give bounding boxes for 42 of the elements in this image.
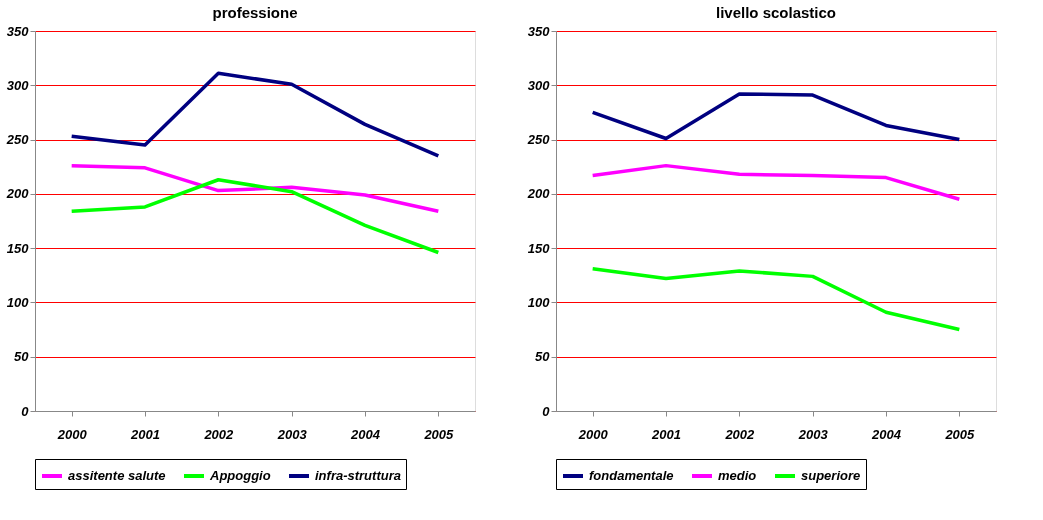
x-tick-label: 2000 (56, 426, 88, 442)
line-series (69, 177, 441, 255)
y-tick-label: 300 (527, 77, 551, 93)
y-tick-label: 350 (527, 23, 551, 39)
line-series (590, 92, 962, 142)
y-tick-label: 150 (527, 240, 551, 256)
chart-title: professione (212, 4, 298, 21)
chart-title: livello scolastico (715, 4, 837, 21)
line-series (590, 267, 962, 332)
x-tick-label: 2002 (203, 426, 235, 442)
y-tick-label: 250 (5, 132, 30, 148)
y-tick-label: 200 (5, 186, 30, 202)
x-tick-label: 2000 (577, 426, 609, 442)
legend-label: infra-struttura (315, 468, 401, 483)
y-tick-label: 200 (526, 186, 551, 202)
y-tick-label: 250 (526, 132, 551, 148)
line-series (69, 163, 441, 213)
y-tick-label: 300 (6, 77, 30, 93)
x-tick-label: 2003 (276, 426, 308, 442)
x-tick-label: 2003 (797, 426, 829, 442)
legend-label: assitente salute (68, 468, 166, 483)
x-tick-label: 2005 (944, 426, 976, 442)
x-tick-label: 2001 (651, 426, 681, 442)
x-tick-label: 2002 (724, 426, 756, 442)
y-tick-label: 350 (6, 23, 30, 39)
y-tick-label: 50 (14, 349, 30, 365)
y-tick-label: 50 (535, 349, 551, 365)
line-series (590, 163, 962, 202)
x-tick-label: 2001 (130, 426, 160, 442)
x-tick-label: 2004 (350, 426, 381, 442)
x-tick-label: 2004 (871, 426, 902, 442)
legend-label: fondamentale (589, 468, 674, 483)
x-tick-label: 2005 (423, 426, 455, 442)
y-tick-label: 0 (542, 403, 551, 419)
legend-label: superiore (801, 468, 861, 483)
y-tick-label: 0 (21, 403, 30, 419)
y-tick-label: 100 (6, 294, 30, 310)
legend-label: Appoggio (209, 468, 271, 483)
legend-label: medio (718, 468, 757, 483)
line-series (69, 71, 441, 158)
y-tick-label: 150 (6, 240, 30, 256)
y-tick-label: 100 (527, 294, 551, 310)
